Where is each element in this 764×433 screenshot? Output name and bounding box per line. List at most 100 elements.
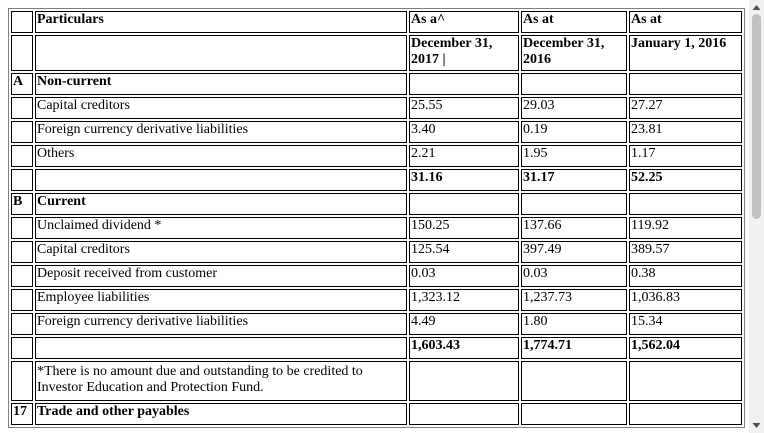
- empty-cell: [35, 35, 407, 71]
- value: 125.54: [409, 241, 519, 263]
- table-row: Capital creditors 25.55 29.03 27.27: [11, 97, 742, 119]
- row-label: Capital creditors: [35, 241, 407, 263]
- header-date: December 31, 2017 |: [409, 35, 519, 71]
- payables-table: Particulars As a^ As at As at December 31, 2…: [8, 8, 745, 428]
- total-value: 1,774.71: [521, 337, 627, 359]
- row-label: Deposit received from customer: [35, 265, 407, 287]
- header-cell: As at: [521, 11, 627, 33]
- value: 0.19: [521, 121, 627, 143]
- table-row: Unclaimed dividend * 150.25 137.66 119.92: [11, 217, 742, 239]
- empty-cell: [11, 35, 33, 71]
- empty-cell: [409, 73, 519, 95]
- row-label: Capital creditors: [35, 97, 407, 119]
- empty-cell: [629, 361, 742, 401]
- empty-cell: [521, 193, 627, 215]
- empty-cell: [409, 193, 519, 215]
- header-date: December 31, 2016: [521, 35, 627, 71]
- empty-cell: [11, 169, 33, 191]
- empty-cell: [629, 193, 742, 215]
- empty-cell: [11, 313, 33, 335]
- value: 150.25: [409, 217, 519, 239]
- table-row: Foreign currency derivative liabilities 3…: [11, 121, 742, 143]
- section-title: Non-current: [35, 73, 407, 95]
- empty-cell: [11, 337, 33, 359]
- empty-cell: [521, 73, 627, 95]
- value: 29.03: [521, 97, 627, 119]
- empty-cell: [11, 145, 33, 167]
- empty-cell: [409, 361, 519, 401]
- empty-cell: [35, 169, 407, 191]
- scrollbar[interactable]: [749, 0, 764, 433]
- scroll-down[interactable]: [752, 423, 761, 428]
- header-cell: As at: [629, 11, 742, 33]
- scroll-thumb[interactable]: [752, 14, 761, 219]
- table-row: Employee liabilities 1,323.12 1,237.73 1,03…: [11, 289, 742, 311]
- empty-cell: [11, 361, 33, 401]
- row-label: Foreign currency derivative liabilities: [35, 121, 407, 143]
- empty-cell: [11, 97, 33, 119]
- section-letter: A: [11, 73, 33, 95]
- value: 23.81: [629, 121, 742, 143]
- empty-cell: [11, 121, 33, 143]
- section-letter: 17: [11, 403, 33, 425]
- section-title: Current: [35, 193, 407, 215]
- row-label: Foreign currency derivative liabilities: [35, 313, 407, 335]
- value: 397.49: [521, 241, 627, 263]
- table-row: Capital creditors 125.54 397.49 389.57: [11, 241, 742, 263]
- value: 1.17: [629, 145, 742, 167]
- value: 1.80: [521, 313, 627, 335]
- value: 389.57: [629, 241, 742, 263]
- value: 15.34: [629, 313, 742, 335]
- empty-cell: [409, 403, 519, 425]
- row-label: Others: [35, 145, 407, 167]
- value: 27.27: [629, 97, 742, 119]
- empty-cell: [521, 403, 627, 425]
- total-value: 1,603.43: [409, 337, 519, 359]
- empty-cell: [629, 403, 742, 425]
- value: 25.55: [409, 97, 519, 119]
- table-row: Particulars As a^ As at As at: [11, 11, 742, 33]
- value: 4.49: [409, 313, 519, 335]
- total-value: 1,562.04: [629, 337, 742, 359]
- empty-cell: [11, 289, 33, 311]
- table-row: Deposit received from customer 0.03 0.03 0.…: [11, 265, 742, 287]
- section-title: Trade and other payables: [35, 403, 407, 425]
- empty-cell: [11, 217, 33, 239]
- table-row: B Current: [11, 193, 742, 215]
- empty-cell: [35, 337, 407, 359]
- value: 119.92: [629, 217, 742, 239]
- total-value: 52.25: [629, 169, 742, 191]
- row-label: Unclaimed dividend *: [35, 217, 407, 239]
- row-label: Employee liabilities: [35, 289, 407, 311]
- empty-cell: [11, 241, 33, 263]
- table-row: 17 Trade and other payables: [11, 403, 742, 425]
- scroll-up[interactable]: [752, 5, 761, 10]
- header-cell: Particulars: [35, 11, 407, 33]
- value: 0.38: [629, 265, 742, 287]
- table-row: 31.16 31.17 52.25: [11, 169, 742, 191]
- value: 1,237.73: [521, 289, 627, 311]
- table-row: *There is no amount due and outstanding …: [11, 361, 742, 401]
- table-row: Others 2.21 1.95 1.17: [11, 145, 742, 167]
- empty-cell: [521, 361, 627, 401]
- note: *There is no amount due and outstanding …: [35, 361, 407, 401]
- value: 1,036.83: [629, 289, 742, 311]
- value: 0.03: [409, 265, 519, 287]
- section-letter: B: [11, 193, 33, 215]
- table-row: 1,603.43 1,774.71 1,562.04: [11, 337, 742, 359]
- total-value: 31.16: [409, 169, 519, 191]
- empty-cell: [629, 73, 742, 95]
- value: 1.95: [521, 145, 627, 167]
- value: 2.21: [409, 145, 519, 167]
- value: 1,323.12: [409, 289, 519, 311]
- empty-cell: [11, 265, 33, 287]
- table-row: Foreign currency derivative liabilities 4…: [11, 313, 742, 335]
- table-row: December 31, 2017 | December 31, 2016 Janu…: [11, 35, 742, 71]
- table-row: A Non-current: [11, 73, 742, 95]
- value: 3.40: [409, 121, 519, 143]
- header-date: January 1, 2016: [629, 35, 742, 71]
- empty-cell: [11, 11, 33, 33]
- header-cell: As a^: [409, 11, 519, 33]
